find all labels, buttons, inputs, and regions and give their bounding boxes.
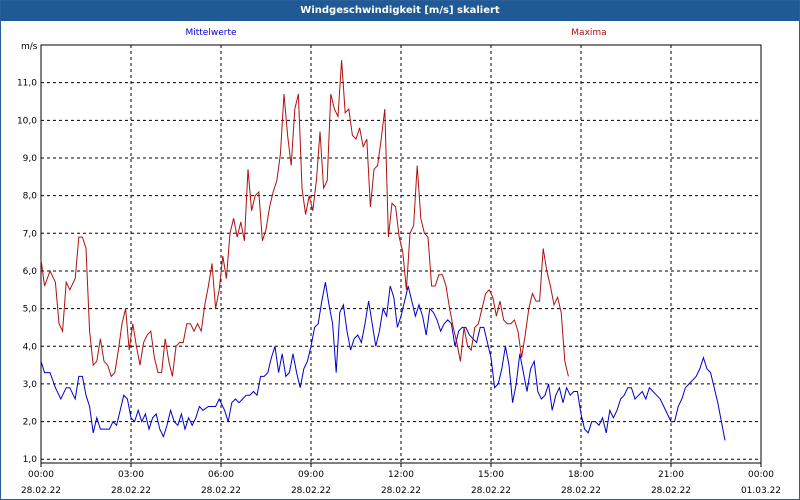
x-tick-time-label: 15:00	[478, 470, 504, 480]
tick-labels: 1,0 2,0 3,0 4,0 5,0 6,0 7,0 8,0 9,0 10,0 11,0 00:00…	[17, 79, 781, 496]
x-tick-date-label: 28.02.22	[21, 486, 61, 496]
x-tick-date-label: 28.02.22	[201, 486, 241, 496]
y-tick-label: 6,0	[23, 267, 38, 277]
y-tick-label: 5,0	[23, 305, 38, 315]
window-title: Windgeschwindigkeit [m/s] skaliert	[1, 1, 799, 21]
y-tick-label: 4,0	[23, 342, 38, 352]
x-tick-date-label: 28.02.22	[291, 486, 331, 496]
x-tick-date-label: 28.02.22	[471, 486, 511, 496]
grid-lines	[40, 44, 762, 467]
y-tick-label: 9,0	[23, 154, 38, 164]
x-tick-date-label: 01.03.22	[741, 486, 781, 496]
legend-maxima: Maxima	[571, 28, 606, 38]
x-tick-time-label: 12:00	[388, 470, 414, 480]
x-tick-time-label: 00:00	[28, 470, 54, 480]
y-tick-label: 7,0	[23, 229, 38, 239]
x-tick-time-label: 21:00	[658, 470, 684, 480]
x-tick-date-label: 28.02.22	[111, 486, 151, 496]
x-tick-date-label: 28.02.22	[561, 486, 601, 496]
y-tick-label: 11,0	[17, 79, 37, 89]
series-line-mittelwerte	[40, 282, 726, 441]
y-tick-label: 10,0	[17, 116, 37, 126]
x-tick-time-label: 18:00	[568, 470, 594, 480]
x-tick-date-label: 28.02.22	[651, 486, 691, 496]
y-tick-label: 8,0	[23, 192, 38, 202]
y-tick-label: 1,0	[23, 455, 38, 465]
x-tick-time-label: 09:00	[298, 470, 324, 480]
x-tick-date-label: 28.02.22	[381, 486, 421, 496]
x-tick-time-label: 03:00	[118, 470, 144, 480]
legend-mittelwerte: Mittelwerte	[185, 28, 236, 38]
series-lines	[40, 60, 726, 441]
y-tick-label: 2,0	[23, 418, 38, 428]
series-line-maxima	[40, 60, 569, 378]
x-tick-time-label: 06:00	[208, 470, 234, 480]
y-axis-unit-label: m/s	[21, 42, 38, 52]
x-tick-time-label: 00:00	[748, 470, 774, 480]
y-tick-label: 3,0	[23, 380, 38, 390]
